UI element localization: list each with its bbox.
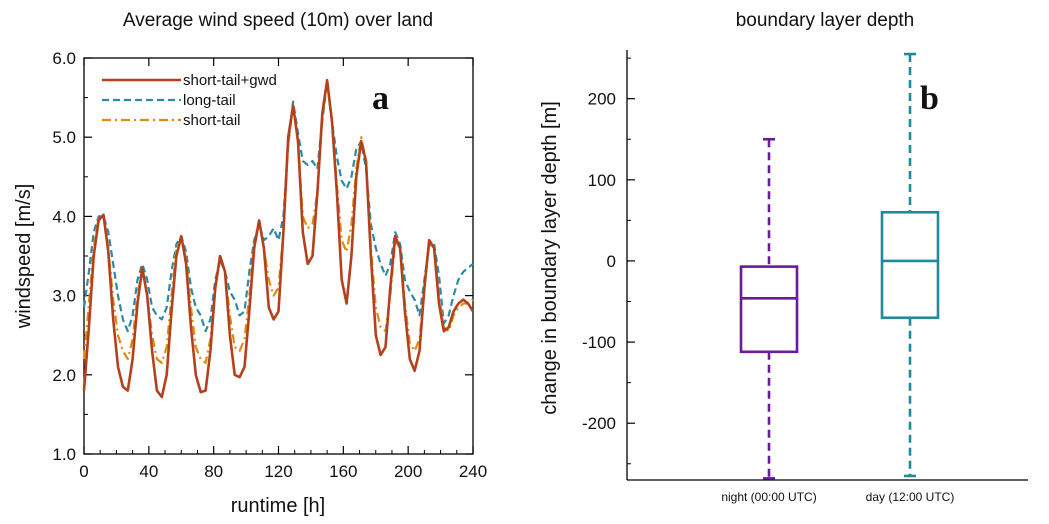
y-tick-label: 200 (588, 90, 616, 109)
panel-a-x-axis: 0 40 80 120 160 200 240 (79, 58, 487, 481)
x-category-label: night (00:00 UTC) (721, 490, 816, 504)
x-category-label: day (12:00 UTC) (866, 490, 955, 504)
y-tick-label: 0 (607, 252, 616, 271)
panel-a-letter: a (372, 80, 389, 117)
y-tick-label: -100 (582, 333, 616, 352)
panel-a-plot-frame (83, 57, 474, 455)
legend-label: short-tail (183, 112, 241, 129)
series-line-short-tail-gwd (82, 78, 475, 399)
series-line-short-tail (82, 80, 474, 364)
panel-a-x-axis-label: runtime [h] (231, 495, 325, 517)
legend-label: long-tail (183, 92, 236, 109)
y-tick-label: 1.0 (52, 445, 76, 464)
panel-b-title: boundary layer depth (736, 10, 915, 31)
x-tick-label: 80 (204, 462, 223, 481)
panel-a-series-lines (82, 78, 475, 399)
series-line-long-tail (82, 80, 474, 333)
panel-b-y-axis: -200 -100 0 100 200 (582, 57, 635, 465)
y-tick-label: 2.0 (52, 366, 76, 385)
y-tick-label: 4.0 (52, 207, 76, 226)
panel-b-y-axis-label: change in boundary layer depth [m] (539, 101, 561, 415)
x-tick-label: 240 (459, 462, 487, 481)
y-tick-label: -200 (582, 414, 616, 433)
x-tick-label: 40 (139, 462, 158, 481)
panel-a-title: Average wind speed (10m) over land (123, 10, 433, 31)
y-tick-label: 6.0 (52, 49, 76, 68)
x-tick-label: 120 (264, 462, 292, 481)
panel-a-legend: short-tail+gwd long-tail short-tail (102, 72, 277, 129)
box-iqr (739, 265, 799, 354)
box-iqr (880, 210, 940, 320)
y-tick-label: 5.0 (52, 128, 76, 147)
y-tick-label: 100 (588, 171, 616, 190)
x-tick-label: 200 (394, 462, 422, 481)
panel-a: Average wind speed (10m) over land 0 40 80… (13, 10, 487, 517)
y-tick-label: 3.0 (52, 287, 76, 306)
legend-label: short-tail+gwd (183, 72, 277, 89)
x-tick-label: 0 (79, 462, 88, 481)
panel-b: boundary layer depth -200 -100 0 100 200 nig… (539, 10, 1028, 504)
panel-a-y-axis-label: windspeed [m/s] (13, 184, 35, 330)
x-tick-label: 160 (329, 462, 357, 481)
panel-b-boxes: night (00:00 UTC) day (12:00 UTC) (721, 52, 955, 504)
panel-a-y-axis: 1.0 2.0 3.0 4.0 5.0 6.0 (52, 49, 473, 464)
panel-b-letter: b (920, 80, 939, 117)
